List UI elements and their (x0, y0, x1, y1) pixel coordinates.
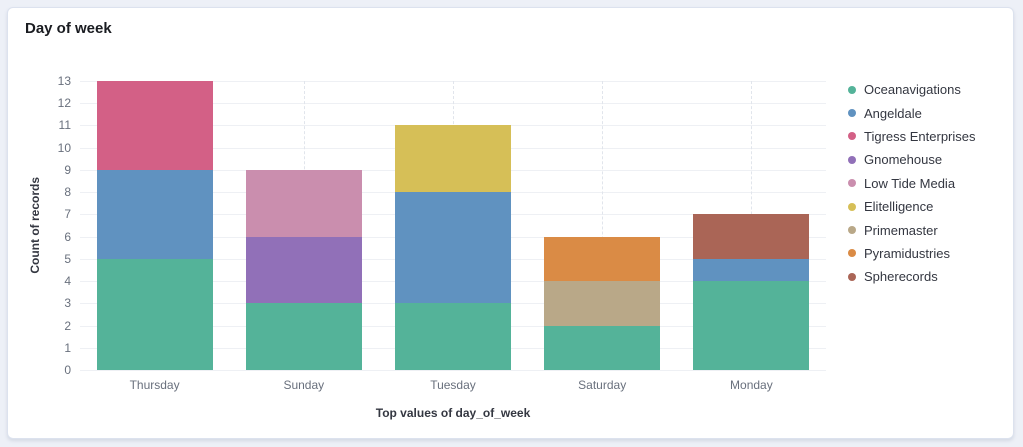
legend-item-tigress-enterprises[interactable]: Tigress Enterprises (848, 125, 1013, 148)
y-tick-label: 2 (64, 318, 71, 333)
legend-label: Gnomehouse (864, 152, 943, 168)
y-tick-label: 5 (64, 251, 71, 266)
y-tick-label: 12 (57, 96, 71, 111)
x-axis-title: Top values of day_of_week (375, 406, 531, 420)
legend-item-gnomehouse[interactable]: Gnomehouse (848, 148, 1013, 171)
legend-color-dot (848, 132, 856, 141)
bar-segment-elitelligence-tuesday[interactable] (395, 125, 511, 193)
bar-segment-angeldale-tuesday[interactable] (395, 192, 511, 304)
legend-label: Pyramidustries (864, 245, 950, 261)
bar-segment-oceanavigations-tuesday[interactable] (395, 303, 511, 370)
legend-item-pyramidustries[interactable]: Pyramidustries (848, 242, 1013, 265)
legend-label: Tigress Enterprises (864, 128, 976, 144)
bar-segment-gnomehouse-sunday[interactable] (245, 236, 362, 304)
x-tick-label: Sunday (283, 378, 325, 392)
x-tick-label: Monday (730, 378, 773, 392)
y-tick-label: 11 (58, 118, 71, 133)
y-tick-label: 9 (64, 162, 71, 177)
legend-color-dot (848, 85, 856, 94)
y-gridline (80, 370, 826, 371)
legend-color-dot (848, 272, 856, 281)
bar-segment-pyramidustries-saturday[interactable] (544, 236, 661, 282)
x-tick-label: Tuesday (430, 378, 476, 392)
y-tick-label: 3 (64, 296, 71, 311)
x-tick-label: Saturday (578, 378, 627, 392)
x-axis-tick-labels: Thursday Sunday Tuesday Saturday Monday (80, 379, 826, 393)
y-tick-label: 10 (57, 140, 71, 155)
bar-segment-angeldale-monday[interactable] (693, 258, 810, 282)
panel-title: Day of week (25, 20, 112, 37)
y-tick-label: 13 (57, 74, 71, 88)
bar-segment-angeldale-thursday[interactable] (96, 169, 213, 259)
y-tick-label: 0 (64, 363, 71, 377)
bar-segment-primemaster-saturday[interactable] (544, 281, 661, 326)
x-tick-label: Thursday (129, 378, 180, 392)
bar-segment-low-tide-media-sunday[interactable] (245, 169, 362, 237)
legend-item-spherecords[interactable]: Spherecords (848, 265, 1013, 288)
legend-label: Oceanavigations (864, 82, 961, 98)
bar-segment-oceanavigations-thursday[interactable] (96, 258, 213, 370)
legend-item-primemaster[interactable]: Primemaster (848, 218, 1013, 241)
legend-item-angeldale[interactable]: Angeldale (848, 101, 1013, 124)
x-gridline-dashed (602, 81, 604, 370)
legend-label: Elitelligence (864, 199, 934, 215)
legend-label: Angeldale (864, 105, 922, 121)
bar-segment-spherecords-monday[interactable] (693, 214, 810, 259)
stacked-bar-plot-area (80, 81, 826, 371)
bar-segment-tigress-enterprises-thursday[interactable] (96, 81, 213, 170)
legend-color-dot (848, 109, 856, 118)
legend-color-dot (848, 155, 856, 164)
bar-segment-oceanavigations-monday[interactable] (693, 281, 810, 370)
bar-segment-oceanavigations-saturday[interactable] (544, 325, 661, 370)
legend-color-dot (848, 226, 856, 235)
y-axis-tick-labels: 0 1 2 3 4 5 6 7 8 9 10 11 12 13 (8, 75, 71, 376)
y-tick-label: 8 (64, 185, 71, 200)
legend-label: Low Tide Media (864, 175, 956, 191)
chart-legend: Oceanavigations Angeldale Tigress Enterpri… (848, 78, 1013, 289)
bar-segment-oceanavigations-sunday[interactable] (245, 303, 362, 370)
legend-item-elitelligence[interactable]: Elitelligence (848, 195, 1013, 218)
y-tick-label: 4 (64, 274, 71, 289)
legend-color-dot (848, 249, 856, 258)
legend-item-oceanavigations[interactable]: Oceanavigations (848, 78, 1013, 101)
y-tick-label: 6 (64, 229, 71, 244)
legend-color-dot (848, 179, 856, 188)
legend-color-dot (848, 202, 856, 211)
legend-label: Spherecords (864, 269, 938, 285)
legend-label: Primemaster (864, 222, 938, 238)
legend-item-low-tide-media[interactable]: Low Tide Media (848, 172, 1013, 195)
y-tick-label: 1 (64, 340, 71, 355)
y-tick-label: 7 (64, 207, 71, 222)
